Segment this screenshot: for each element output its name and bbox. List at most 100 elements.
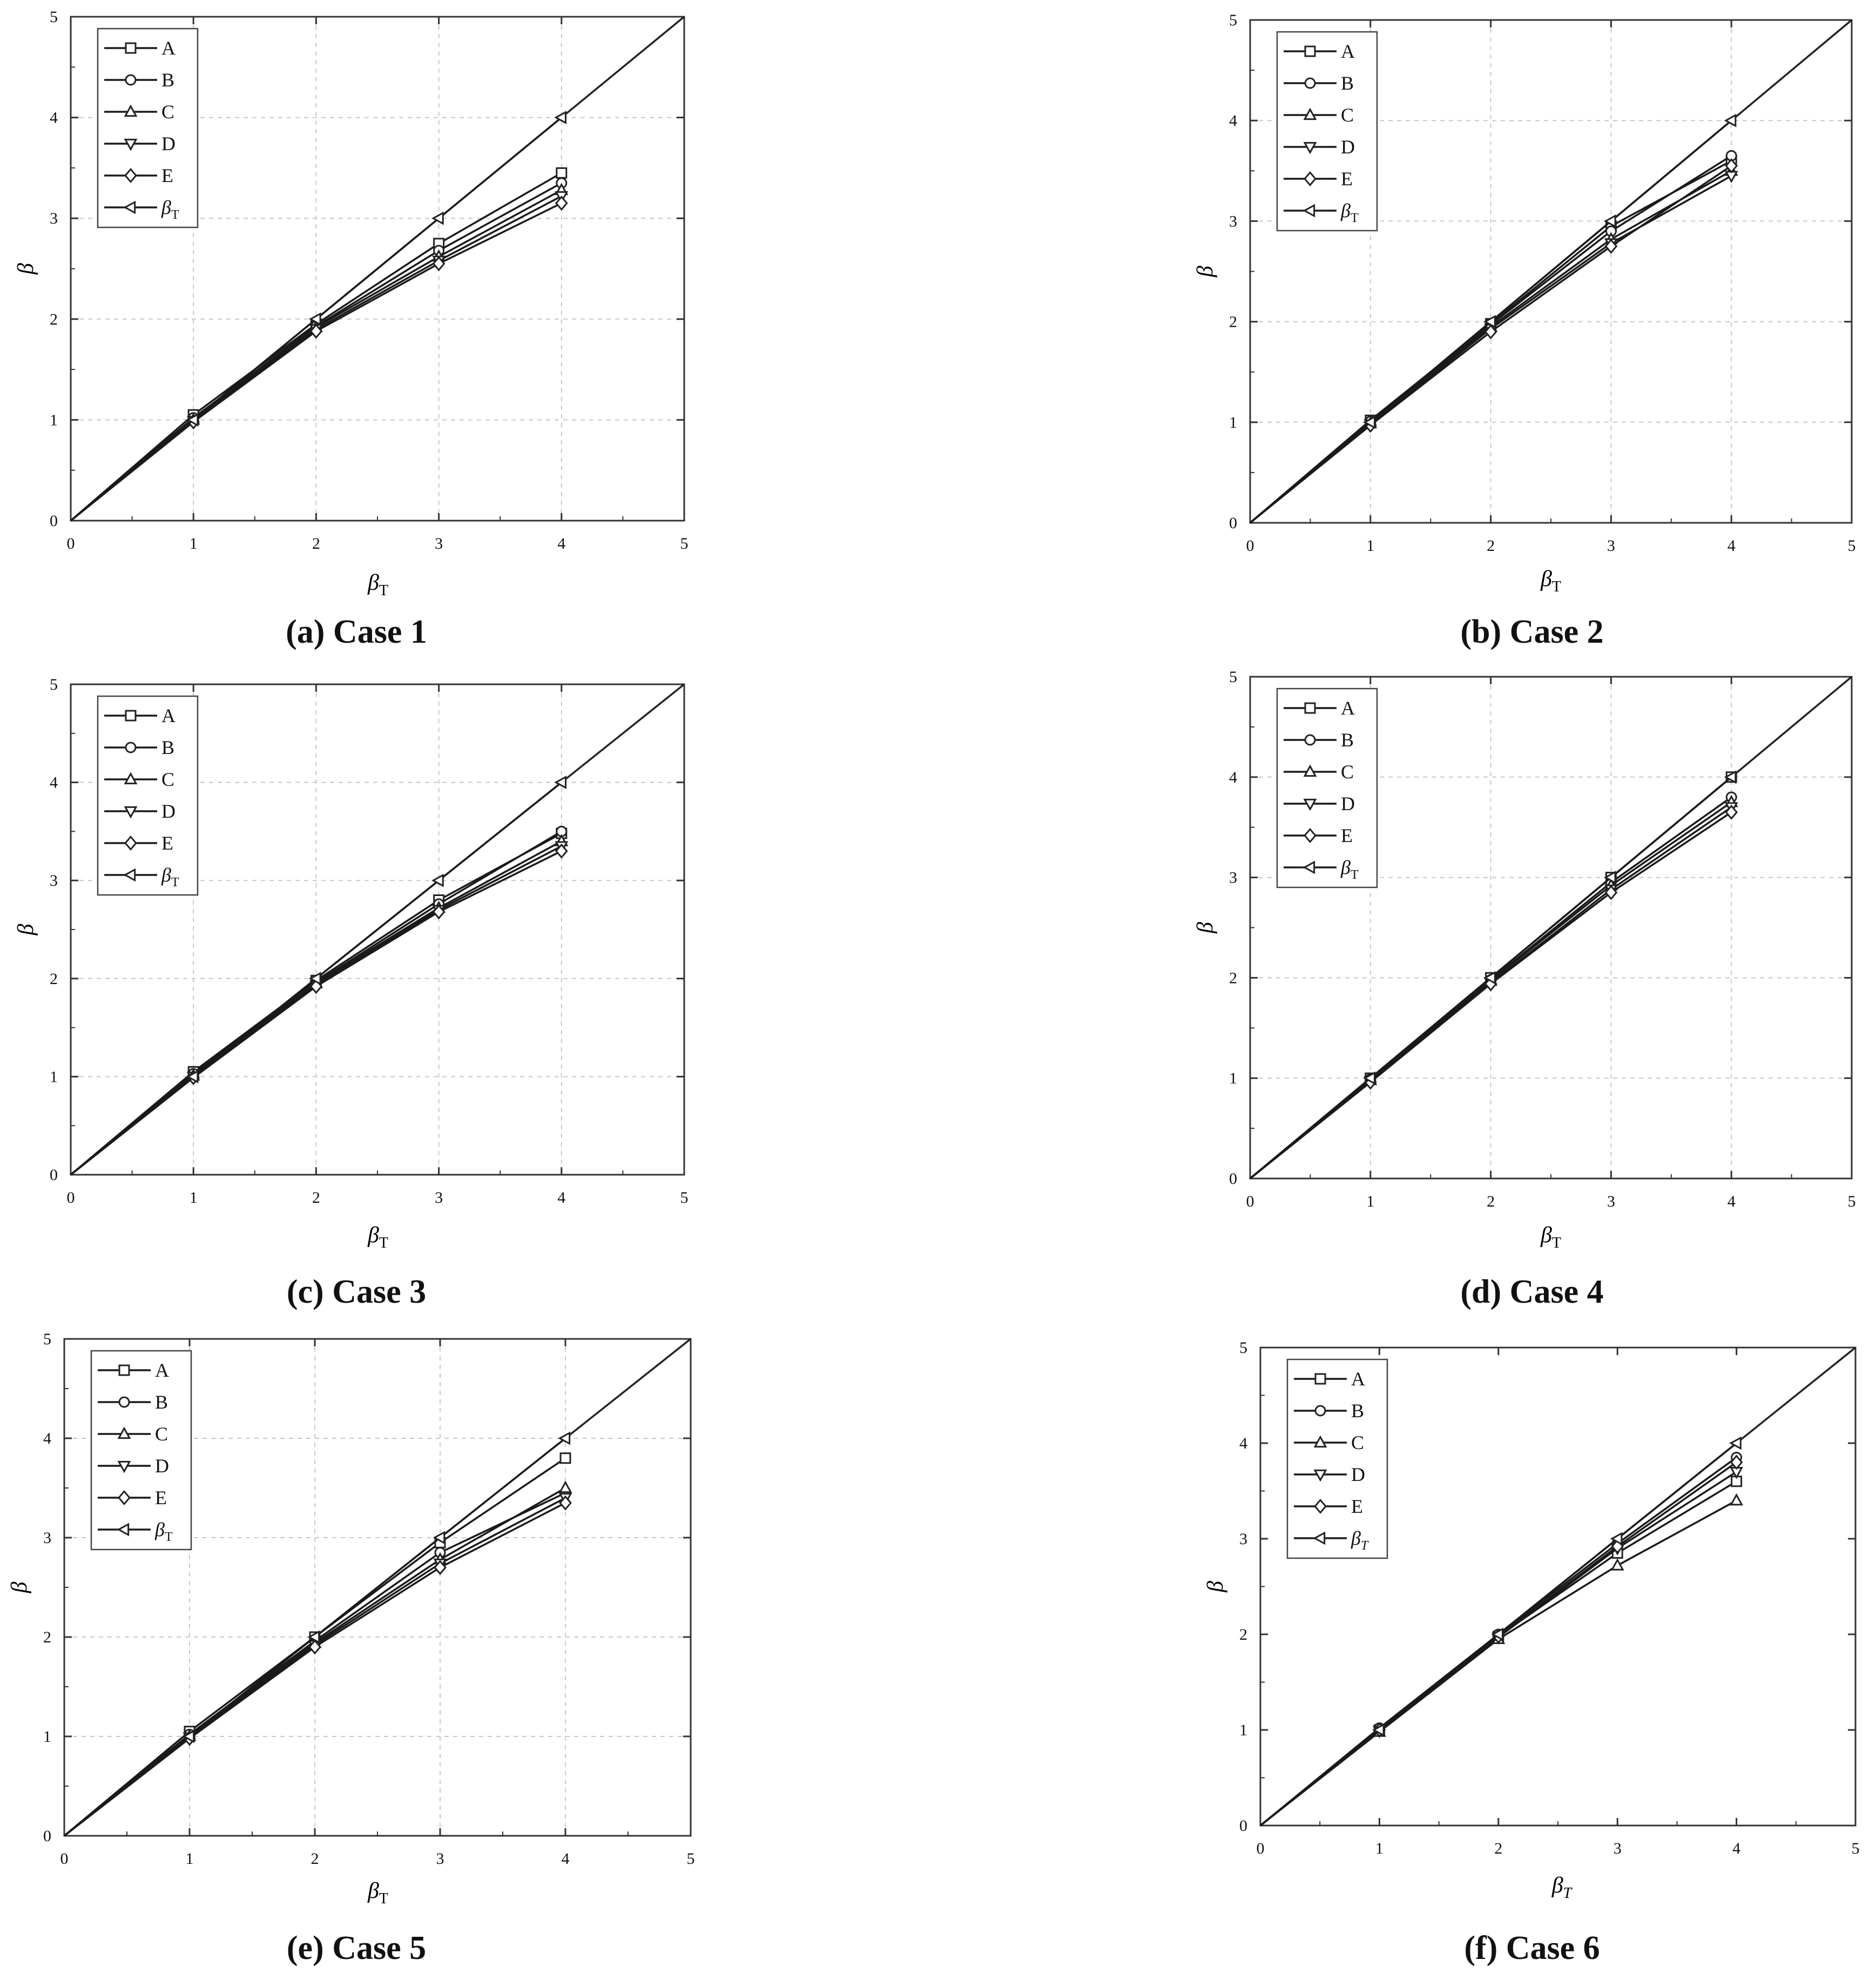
y-tick-label: 4 <box>50 774 58 792</box>
marker-triangle-up <box>1313 1435 1327 1448</box>
y-tick-label: 5 <box>50 8 58 26</box>
marker-diamond <box>1604 238 1618 254</box>
x-tick-label: 2 <box>1487 1193 1495 1210</box>
y-tick-label: 3 <box>1229 212 1237 230</box>
x-tick-label: 3 <box>436 1850 444 1868</box>
marker-triangle-left <box>123 868 136 882</box>
y-tick-label: 5 <box>50 676 58 693</box>
series-6 <box>63 1431 571 1837</box>
series-6 <box>70 776 566 1176</box>
x-axis-label: βT <box>1551 1873 1573 1902</box>
x-tick-label: 0 <box>60 1850 69 1868</box>
marker-diamond <box>1725 158 1738 174</box>
marker-triangle-left <box>1303 204 1315 218</box>
legend-label: E <box>1341 825 1353 846</box>
x-tick-label: 5 <box>680 1189 689 1207</box>
legend-label: B <box>1341 729 1354 751</box>
legend-label: D <box>155 1455 169 1477</box>
y-axis-label: β <box>1203 1581 1228 1593</box>
y-tick-label: 2 <box>1229 969 1237 987</box>
y-tick-label: 1 <box>1229 414 1237 432</box>
x-tick-label: 0 <box>67 535 75 553</box>
x-tick-label: 0 <box>1246 537 1254 555</box>
marker-triangle-left <box>1363 1071 1375 1085</box>
marker-circle <box>1304 77 1316 89</box>
series-5 <box>1249 158 1738 524</box>
panel-caption: (c) Case 3 <box>286 1274 427 1310</box>
x-tick-label: 0 <box>1246 1193 1254 1210</box>
marker-triangle-left <box>431 873 444 887</box>
marker-circle <box>125 74 137 86</box>
y-tick-label: 1 <box>50 411 58 429</box>
legend-label: βT <box>1340 857 1359 882</box>
x-tick-label: 5 <box>1848 537 1856 555</box>
marker-diamond <box>118 1490 131 1506</box>
legend-label: D <box>1341 793 1355 814</box>
series-3 <box>70 183 569 522</box>
y-tick-label: 4 <box>50 109 58 127</box>
legend-label: βT <box>161 864 179 890</box>
marker-triangle-up <box>1730 1493 1744 1506</box>
x-tick-label: 4 <box>1727 1193 1736 1210</box>
marker-triangle-up <box>1610 1558 1624 1571</box>
marker-square <box>118 1364 130 1376</box>
marker-diamond <box>124 167 137 184</box>
y-axis-label: β <box>1193 922 1218 934</box>
y-tick-label: 4 <box>43 1430 51 1447</box>
legend-label: E <box>1341 168 1353 190</box>
marker-circle <box>1304 734 1316 746</box>
legend-label: βT <box>1340 200 1359 225</box>
marker-circle <box>125 742 137 753</box>
x-axis-label: βT <box>367 1223 388 1251</box>
y-tick-label: 0 <box>50 512 58 530</box>
legend-label: C <box>1351 1432 1364 1453</box>
marker-triangle-left <box>1603 214 1616 228</box>
x-tick-label: 0 <box>67 1189 75 1207</box>
marker-triangle-left <box>307 1630 320 1644</box>
x-tick-label: 1 <box>190 535 198 553</box>
legend-label: E <box>1351 1496 1363 1517</box>
legend-label: A <box>1351 1368 1365 1390</box>
y-tick-label: 2 <box>1229 313 1237 331</box>
y-tick-label: 4 <box>1229 769 1237 786</box>
marker-triangle-up <box>1303 764 1317 777</box>
y-axis-label: β <box>14 924 38 935</box>
marker-diamond <box>1604 885 1618 900</box>
panel-caption: (b) Case 2 <box>1460 614 1604 650</box>
y-axis-label: β <box>7 1581 32 1593</box>
marker-diamond <box>432 904 446 920</box>
legend-label: E <box>155 1487 167 1508</box>
series-6 <box>1249 113 1737 524</box>
marker-diamond <box>434 1560 447 1575</box>
marker-square <box>1731 1476 1743 1487</box>
legend-label: B <box>161 69 174 91</box>
marker-triangle-left <box>186 413 199 427</box>
x-tick-label: 4 <box>562 1850 570 1868</box>
x-tick-label: 3 <box>1614 1840 1622 1857</box>
y-tick-label: 2 <box>50 970 58 988</box>
y-tick-label: 2 <box>1239 1626 1247 1644</box>
legend-label: E <box>161 832 173 854</box>
x-tick-label: 5 <box>1852 1840 1860 1857</box>
marker-square <box>1304 45 1316 57</box>
marker-triangle-up <box>117 1426 131 1439</box>
panel-caption: (d) Case 4 <box>1460 1274 1604 1310</box>
marker-diamond <box>1484 324 1497 340</box>
x-axis-label: βT <box>1540 1223 1561 1251</box>
marker-triangle-left <box>1483 971 1496 985</box>
marker-triangle-up <box>124 772 138 785</box>
marker-triangle-left <box>1724 770 1737 784</box>
marker-triangle-left <box>186 1069 199 1083</box>
marker-triangle-left <box>1483 315 1496 329</box>
y-tick-label: 4 <box>1239 1435 1247 1452</box>
y-tick-label: 1 <box>1239 1721 1247 1739</box>
